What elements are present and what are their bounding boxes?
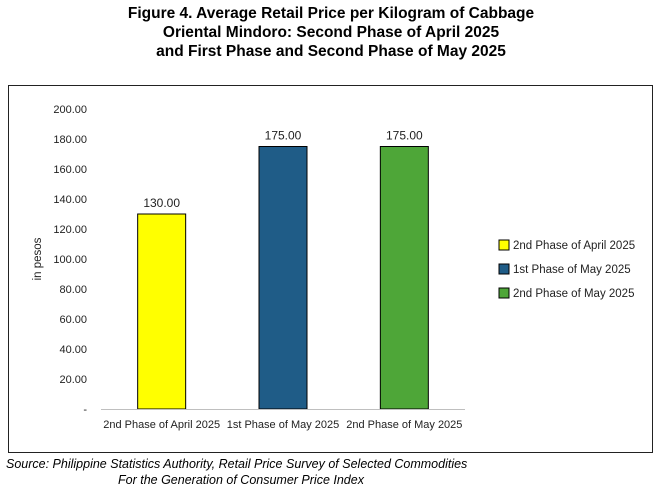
x-tick-label: 1st Phase of May 2025 [227,419,340,431]
bar [137,213,187,410]
data-label: 130.00 [143,196,180,210]
y-tick-label: 40.00 [59,344,87,356]
y-tick-label: - [83,404,87,416]
data-label: 175.00 [386,129,423,143]
legend-label: 2nd Phase of May 2025 [513,288,634,300]
x-tick-label: 2nd Phase of April 2025 [103,419,220,431]
legend-swatch [498,239,510,251]
y-tick-label: 160.00 [53,164,87,176]
y-tick-label: 180.00 [53,134,87,146]
y-axis-title: in pesos [32,237,44,280]
source-line-2: For the Generation of Consumer Price Ind… [118,473,364,487]
chart-frame: - 20.00 40.00 60.00 80.00 100.00 120.00 140.00 1… [8,85,653,453]
y-tick-label: 80.00 [59,284,87,296]
legend-label: 2nd Phase of April 2025 [513,240,635,252]
source-note: Source: Philippine Statistics Authority,… [6,456,656,488]
y-tick-label: 140.00 [53,194,87,206]
legend-swatch [498,263,510,275]
x-axis: 2nd Phase of April 2025 1st Phase of May … [101,409,465,431]
bar-chart: - 20.00 40.00 60.00 80.00 100.00 120.00 140.00 1… [32,104,635,431]
legend-label: 1st Phase of May 2025 [513,264,631,276]
y-tick-label: 200.00 [53,104,87,116]
y-tick-label: 120.00 [53,224,87,236]
chart-title: Figure 4. Average Retail Price per Kilog… [0,4,662,61]
data-label: 175.00 [265,129,302,143]
chart-title-line-1: Figure 4. Average Retail Price per Kilog… [127,5,535,22]
y-axis: - 20.00 40.00 60.00 80.00 100.00 120.00 140.00 1… [32,104,87,416]
chart-title-line-3: and First Phase and Second Phase of May … [156,43,506,60]
y-tick-label: 20.00 [59,374,87,386]
legend: 2nd Phase of April 2025 1st Phase of May … [498,239,635,300]
y-tick-label: 60.00 [59,314,87,326]
source-line-1: Source: Philippine Statistics Authority,… [6,457,468,471]
bar [379,146,429,410]
bars: 130.00 175.00 175.00 [137,129,429,410]
x-tick-label: 2nd Phase of May 2025 [346,419,462,431]
chart-title-line-2: Oriental Mindoro: Second Phase of April … [162,24,500,41]
bar [258,146,308,410]
legend-swatch [498,287,510,299]
y-tick-label: 100.00 [53,254,87,266]
